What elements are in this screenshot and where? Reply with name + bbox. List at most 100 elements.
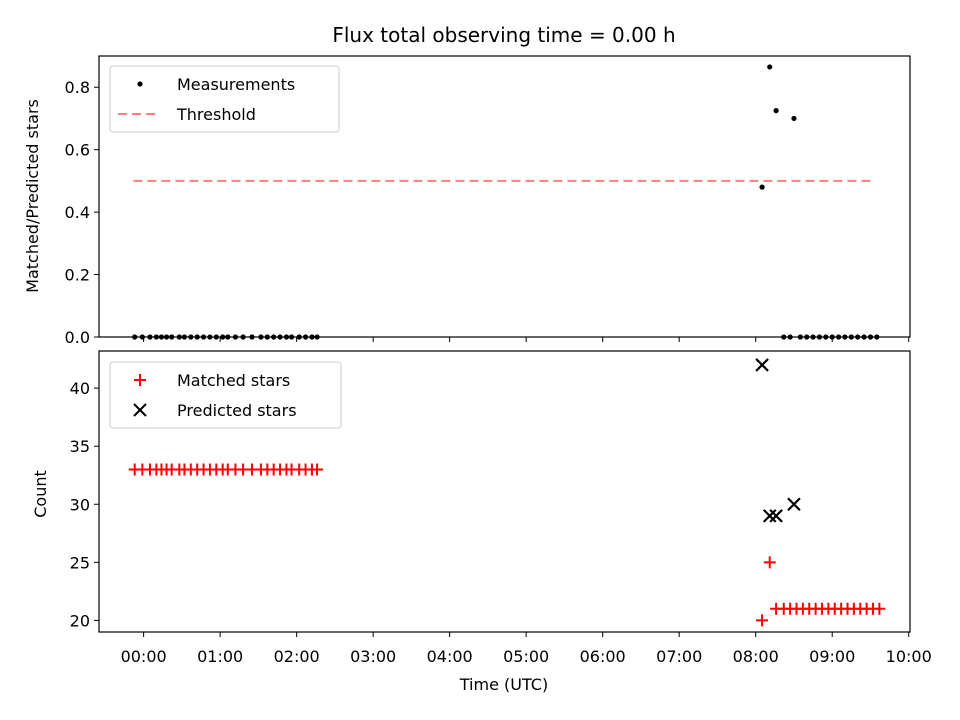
measurement-point (200, 334, 207, 340)
x-tick-label: 04:00 (427, 647, 473, 666)
x-tick-label: 06:00 (580, 647, 626, 666)
x-tick-label: 00:00 (121, 647, 167, 666)
measurement-point (835, 334, 842, 340)
x-tick-label: 10:00 (886, 647, 932, 666)
measurement-point (232, 334, 239, 340)
measurement-point (781, 334, 787, 340)
measurement-point (823, 334, 829, 340)
y-tick-label: 40 (70, 379, 90, 398)
measurement-point (296, 334, 302, 340)
measurement-point (314, 334, 320, 340)
measurement-point (302, 334, 309, 340)
predicted-stars-legend-label: Predicted stars (177, 401, 297, 420)
ratio-legend: Measurements Threshold (109, 65, 340, 133)
measurement-point (220, 334, 226, 340)
measurement-point (188, 334, 194, 340)
measurement-point (158, 334, 165, 340)
measurement-point (797, 334, 803, 340)
measurement-point (848, 334, 854, 340)
measurement-point (874, 334, 880, 340)
measurements-legend-label: Measurements (177, 75, 295, 94)
measurement-point (791, 115, 797, 122)
y-tick-label: 0.6 (65, 141, 90, 160)
y-tick-label: 0.2 (65, 266, 90, 285)
x-tick-label: 09:00 (809, 647, 855, 666)
y-tick-label: 30 (70, 495, 90, 514)
measurement-point (861, 334, 867, 340)
x-tick-label: 07:00 (656, 647, 702, 666)
predicted-star-point (769, 509, 783, 523)
matched-star-point (311, 463, 324, 476)
measurement-point (240, 334, 246, 340)
matched-star-points (128, 463, 886, 627)
measurement-point (773, 108, 779, 114)
count-plot-frame (98, 350, 911, 633)
x-tick-label: 03:00 (350, 647, 396, 666)
measurement-point (249, 334, 255, 340)
measurement-point (787, 334, 793, 340)
y-tick-label: 0.8 (65, 78, 90, 97)
predicted-star-point (762, 509, 777, 523)
predicted-stars-legend-marker (133, 403, 147, 417)
y-tick-label: 20 (70, 611, 90, 630)
count-legend: Matched stars Predicted stars (109, 361, 342, 429)
measurement-point (816, 334, 823, 340)
count-y-ticks: 20 25 30 35 40 (70, 379, 99, 630)
ratio-y-ticks: 0.0 0.2 0.4 0.6 0.8 (65, 78, 99, 347)
measurement-point (288, 334, 295, 340)
chart-title: Flux total observing time = 0.00 h (332, 23, 675, 47)
measurements-legend-marker (137, 81, 143, 87)
measurement-point (804, 334, 810, 340)
measurement-point (277, 334, 283, 340)
measurement-point (139, 334, 145, 340)
measurement-point (264, 334, 270, 340)
measurement-point (225, 334, 231, 340)
predicted-star-point (755, 358, 769, 372)
count-x-ticks: 00:00 01:00 02:00 03:00 04:00 05:00 06:00 07:00… (121, 632, 932, 666)
measurement-point (258, 334, 264, 340)
measurement-point (271, 334, 277, 340)
measurement-point (867, 334, 874, 340)
matched-star-point (756, 614, 769, 627)
measurement-point (132, 334, 138, 340)
matched-star-point (873, 602, 886, 615)
measurement-point (176, 334, 182, 340)
y-tick-label: 0.4 (65, 203, 90, 222)
count-y-axis-label: Count (31, 470, 50, 518)
x-tick-label: 08:00 (733, 647, 779, 666)
x-tick-label: 05:00 (503, 647, 549, 666)
predicted-star-points (755, 358, 801, 523)
y-tick-label: 35 (70, 437, 90, 456)
measurement-point (163, 334, 170, 340)
measurement-point (759, 184, 765, 190)
predicted-star-point (787, 497, 801, 512)
x-axis-label: Time (UTC) (459, 675, 548, 694)
measurement-point (194, 334, 200, 340)
ratio-panel: Matched/Predicted stars 0.00.20.40.60.8 … (23, 55, 911, 347)
measurement-point (309, 334, 315, 340)
measurement-point (829, 334, 835, 340)
count-panel: Count 20 25 30 35 40 00:00 01:00 02:00 03:00 04:… (31, 350, 932, 666)
matched-stars-legend-label: Matched stars (177, 371, 290, 390)
measurement-point (855, 334, 861, 340)
matched-stars-legend-marker (134, 374, 146, 386)
ratio-y-axis-label: Matched/Predicted stars (23, 99, 42, 293)
x-tick-label: 02:00 (274, 647, 320, 666)
measurement-point (767, 64, 773, 70)
x-tick-label: 01:00 (197, 647, 243, 666)
measurement-point (810, 334, 816, 340)
matched-star-point (763, 556, 776, 569)
measurement-point (207, 334, 213, 340)
ratio-plot-frame (98, 55, 911, 338)
measurement-point (147, 334, 153, 340)
ratio-legend-box (109, 65, 340, 133)
count-legend-box (109, 361, 342, 429)
measurement-point (213, 334, 219, 340)
y-tick-label: 0.0 (65, 328, 90, 347)
measurement-point (153, 334, 159, 340)
measurement-points (132, 64, 880, 340)
measurement-point (842, 334, 848, 340)
threshold-legend-label: Threshold (176, 105, 256, 124)
measurement-point (169, 334, 175, 340)
